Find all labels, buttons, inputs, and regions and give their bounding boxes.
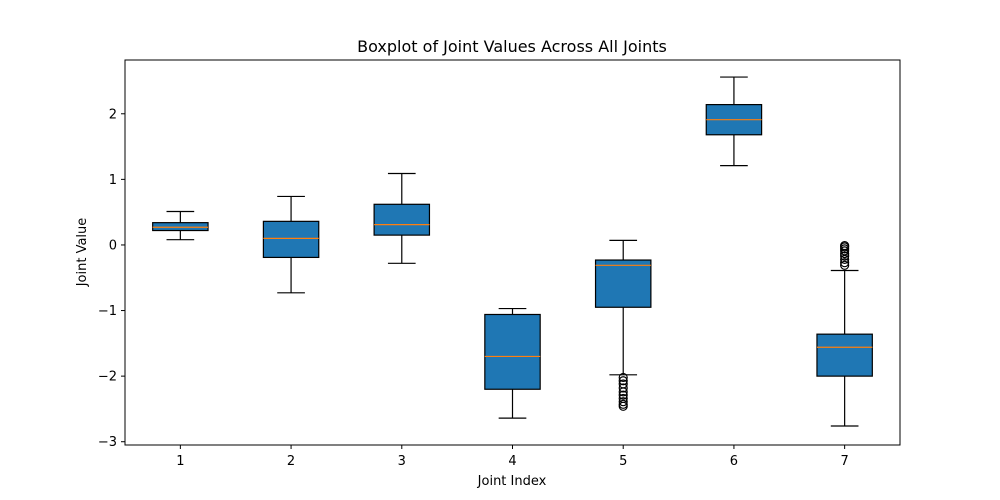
outlier-point [840, 258, 850, 268]
outlier-point [618, 383, 628, 393]
outlier-point [618, 401, 628, 411]
box-group-6 [705, 76, 763, 167]
outlier-point [618, 390, 628, 400]
y-tick-label: 2 [109, 107, 117, 122]
outlier-point [618, 397, 628, 407]
y-tick-label: 1 [109, 173, 117, 188]
x-tick-label: 1 [176, 454, 184, 469]
outlier-point [618, 387, 628, 397]
x-tick-label: 2 [287, 454, 295, 469]
box [594, 259, 652, 308]
box-group-1 [152, 210, 209, 241]
outlier-point [840, 248, 850, 259]
box [816, 333, 873, 377]
outlier-point [840, 251, 850, 261]
box-group-7 [816, 241, 873, 427]
outlier-point [618, 376, 628, 386]
x-tick-label: 6 [730, 454, 738, 469]
box-group-5 [594, 239, 652, 411]
x-tick-label: 4 [508, 454, 516, 469]
box [484, 313, 541, 390]
outlier-point [840, 260, 850, 270]
x-tick-label: 3 [398, 454, 406, 469]
y-tick-label: 0 [109, 238, 117, 253]
y-axis-label: Joint Value [75, 218, 90, 288]
box-group-3 [373, 172, 431, 264]
box [373, 203, 431, 236]
x-tick-label: 5 [619, 454, 627, 469]
x-tick-label: 7 [841, 454, 849, 469]
box-group-2 [262, 195, 320, 294]
x-axis-label: Joint Index [477, 474, 547, 489]
box-group-4 [484, 307, 541, 419]
outlier-point [840, 254, 850, 264]
y-tick-label: −2 [98, 370, 117, 385]
box [262, 220, 320, 259]
y-tick-label: −1 [98, 304, 117, 319]
box [152, 222, 209, 232]
y-tick-label: −3 [98, 435, 117, 450]
plot-area [152, 76, 873, 427]
outlier-point [618, 372, 628, 383]
chart-title: Boxplot of Joint Values Across All Joint… [357, 37, 667, 56]
